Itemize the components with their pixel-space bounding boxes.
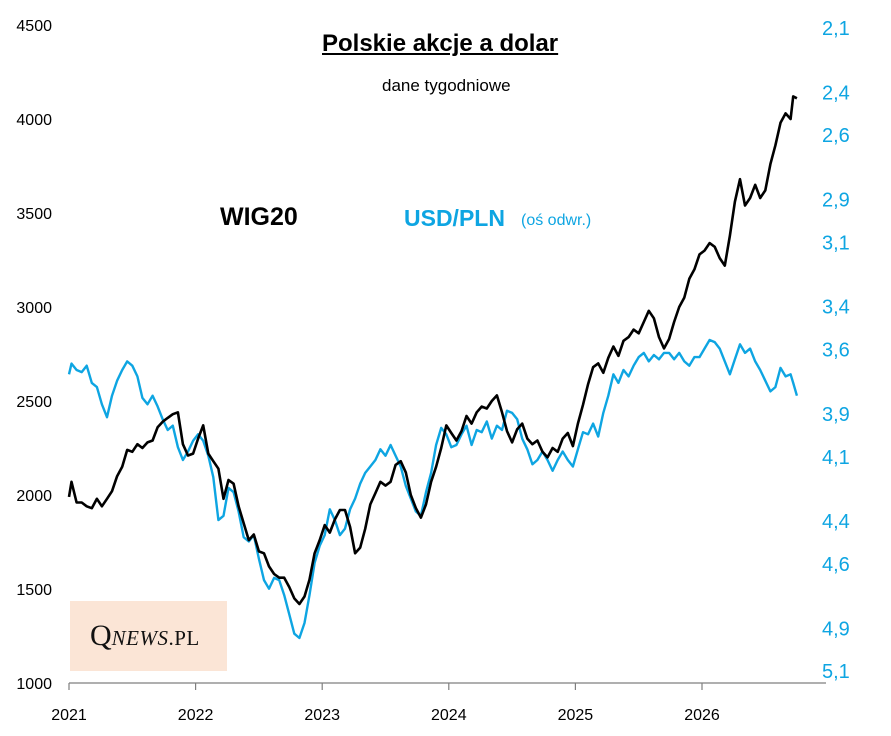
left-tick-label: 1000 — [16, 676, 52, 693]
x-tick-label: 2023 — [304, 707, 340, 724]
x-tick-label: 2022 — [178, 707, 214, 724]
right-tick-label: 3,1 — [822, 232, 850, 254]
right-tick-label: 4,6 — [822, 554, 850, 576]
x-tick-label: 2021 — [51, 707, 87, 724]
logo-pl: .PL — [168, 626, 200, 650]
logo-wordmark: QNEWS.PL — [90, 619, 200, 653]
right-tick-label: 5,1 — [822, 661, 850, 683]
right-tick-label: 4,1 — [822, 447, 850, 469]
left-axis-ticks: 1000 1500 2000 2500 3000 3500 4000 4500 — [16, 18, 52, 693]
left-tick-label: 2500 — [16, 394, 52, 411]
left-tick-label: 1500 — [16, 582, 52, 599]
left-tick-label: 3000 — [16, 300, 52, 317]
series-line-wig20 — [67, 95, 798, 606]
right-axis-ticks: 2,1 2,4 2,6 2,9 3,1 3,4 3,6 3,9 4,1 4,4 4,6 4,9 5,1 — [822, 18, 850, 683]
right-tick-label: 3,9 — [822, 404, 850, 426]
chart-title: Polskie akcje a dolar — [322, 30, 559, 57]
right-tick-label: 2,9 — [822, 190, 850, 212]
left-tick-label: 3500 — [16, 206, 52, 223]
x-tick-label: 2024 — [431, 707, 467, 724]
series-label-usdpln-note: (oś odwr.) — [521, 212, 592, 229]
right-tick-label: 2,6 — [822, 125, 850, 147]
left-tick-label: 4500 — [16, 18, 52, 35]
series-label-wig20: WIG20 — [220, 203, 298, 231]
right-tick-label: 2,1 — [822, 18, 850, 40]
right-tick-label: 4,9 — [822, 618, 850, 640]
qnews-logo: QNEWS.PL — [70, 601, 227, 671]
x-tick-label: 2026 — [684, 707, 720, 724]
right-tick-label: 3,4 — [822, 297, 850, 319]
logo-news: NEWS — [111, 626, 169, 650]
left-tick-label: 4000 — [16, 112, 52, 129]
right-tick-label: 3,6 — [822, 340, 850, 362]
right-tick-label: 2,4 — [822, 82, 850, 104]
series-lines — [67, 95, 799, 640]
series-line-usdpln — [67, 338, 799, 640]
x-axis: 2021 2022 2023 2024 2025 2026 — [51, 682, 826, 724]
series-label-usdpln: USD/PLN — [404, 205, 505, 231]
x-tick-label: 2025 — [558, 707, 594, 724]
logo-q: Q — [90, 619, 112, 652]
left-tick-label: 2000 — [16, 488, 52, 505]
chart-subtitle: dane tygodniowe — [382, 76, 511, 95]
right-tick-label: 4,4 — [822, 511, 850, 533]
